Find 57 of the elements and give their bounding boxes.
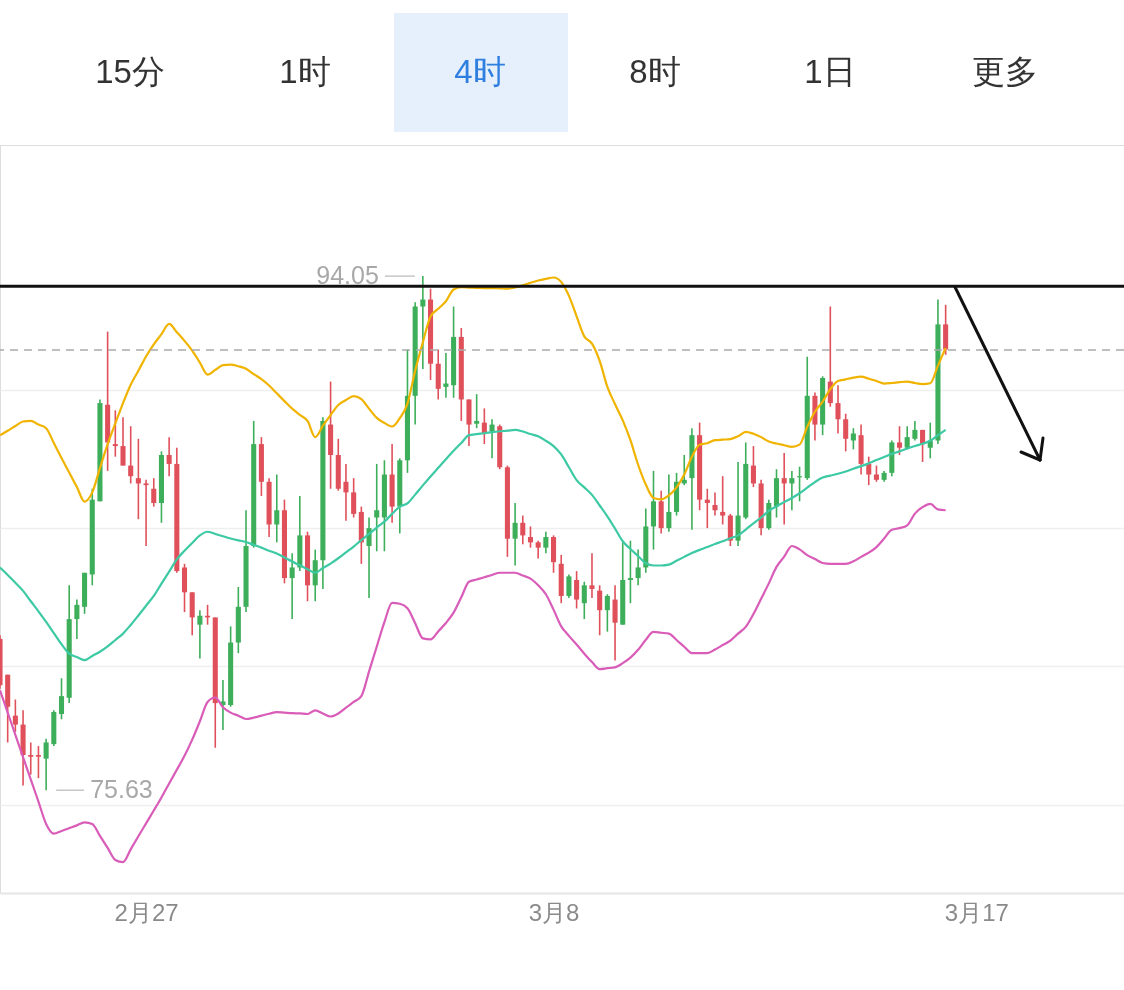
annotation: 94.05 [316, 261, 379, 290]
candlestick [720, 475, 726, 526]
candlestick [474, 393, 480, 429]
candlestick [366, 516, 372, 599]
candlestick [843, 412, 849, 453]
text: 更多 [972, 53, 1038, 90]
candlestick [574, 570, 580, 610]
candlestick [58, 677, 65, 721]
candlestick [627, 539, 633, 604]
text: 4时 [454, 53, 506, 90]
candlestick [374, 463, 380, 553]
candlestick [543, 530, 549, 555]
candlestick [274, 473, 280, 544]
candlestick [289, 552, 295, 620]
candlestick [750, 445, 756, 488]
candlestick [712, 491, 718, 517]
candlestick [835, 384, 841, 435]
text: 1日 [804, 53, 856, 90]
text: 15分 [95, 53, 165, 90]
candlestick [197, 609, 203, 660]
candlestick [666, 473, 672, 533]
candlestick [635, 548, 641, 587]
candlestick [866, 455, 872, 486]
candlestick [143, 479, 149, 547]
candlestick [896, 425, 903, 456]
candlestick [566, 573, 572, 599]
candlestick [28, 741, 34, 776]
candlestick [912, 420, 918, 442]
candlestick [112, 409, 118, 458]
x-tick-label: 3月17 [944, 898, 1009, 926]
candlestick [43, 738, 49, 791]
x-tick-label: 2月27 [114, 898, 179, 926]
candlestick [12, 698, 18, 733]
candlestick [420, 275, 426, 370]
annotation: 75.63 [90, 775, 153, 804]
x-tick-label: 3月8 [528, 898, 580, 926]
candlestick [35, 745, 41, 779]
candlestick [589, 552, 595, 599]
candlestick [781, 452, 787, 526]
candlestick [581, 580, 587, 620]
candlestick [612, 584, 618, 662]
candlestick [343, 463, 349, 522]
candlestick [135, 438, 141, 520]
text: 8时 [629, 53, 681, 90]
candlestick [351, 477, 357, 519]
text: 1时 [279, 53, 331, 90]
candlestick [128, 425, 134, 485]
candlestick [166, 436, 172, 477]
candlestick [151, 477, 157, 508]
candlestick [789, 470, 795, 512]
candlestick [604, 593, 610, 633]
candlestick [527, 525, 534, 549]
candlestick [597, 584, 603, 637]
candlestick [120, 416, 126, 467]
candlestick [512, 502, 518, 567]
candlestick [520, 514, 526, 546]
candlestick [74, 598, 80, 640]
